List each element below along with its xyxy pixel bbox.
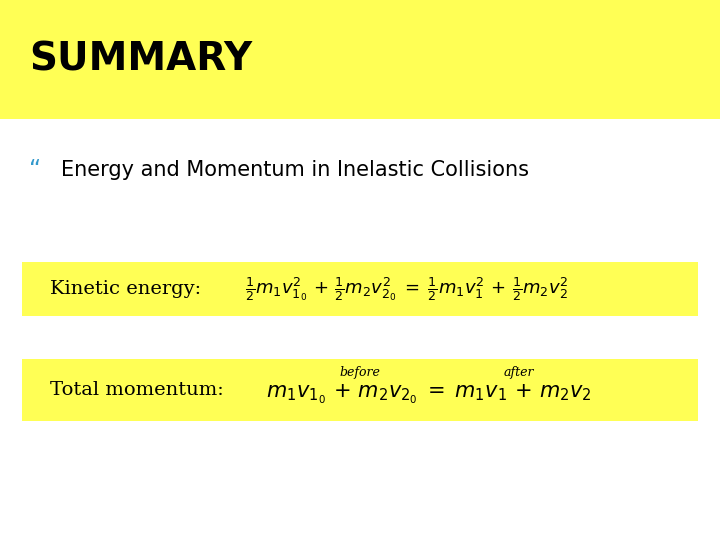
- Text: Total momentum:: Total momentum:: [50, 381, 224, 399]
- Text: Energy and Momentum in Inelastic Collisions: Energy and Momentum in Inelastic Collisi…: [61, 160, 529, 180]
- Text: before: before: [340, 366, 380, 379]
- FancyBboxPatch shape: [22, 262, 698, 316]
- Text: after: after: [503, 366, 534, 379]
- FancyBboxPatch shape: [22, 359, 698, 421]
- Text: Kinetic energy:: Kinetic energy:: [50, 280, 202, 298]
- Text: “: “: [29, 158, 41, 182]
- Text: $\frac{1}{2}m_1v_{1_0}^{2}\,+\,\frac{1}{2}m_2v_{2_0}^{2}\;=\;\frac{1}{2}m_1v_1^{: $\frac{1}{2}m_1v_{1_0}^{2}\,+\,\frac{1}{…: [245, 275, 569, 303]
- FancyBboxPatch shape: [0, 0, 720, 119]
- Text: $m_1v_{1_0}\,+\,m_2v_{2_0}\;=\;m_1v_1\,+\,m_2v_2$: $m_1v_{1_0}\,+\,m_2v_{2_0}\;=\;m_1v_1\,+…: [266, 383, 592, 406]
- Text: SUMMARY: SUMMARY: [29, 40, 252, 78]
